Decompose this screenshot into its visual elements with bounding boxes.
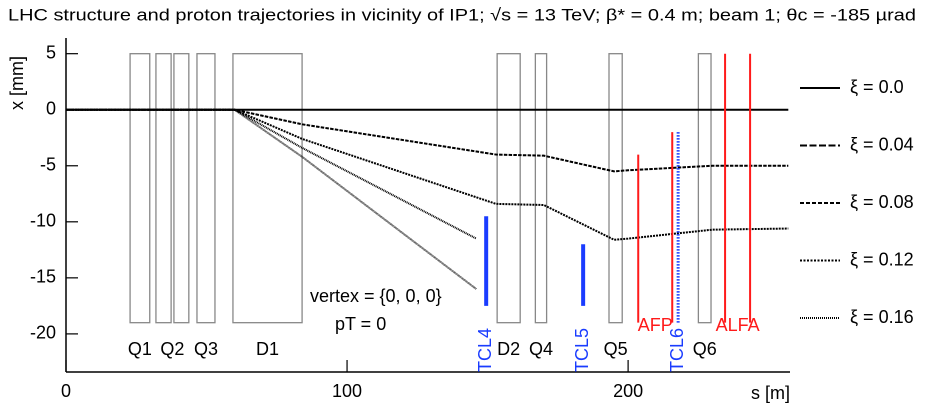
magnet: [196, 53, 216, 324]
x-axis-label: s [m]: [751, 383, 790, 403]
magnet-label: Q4: [529, 339, 553, 359]
trajectory: [66, 108, 789, 241]
legend-label: ξ = 0.12: [850, 249, 914, 269]
magnet-label: Q6: [693, 339, 717, 359]
y-tick-label: -5: [40, 155, 56, 175]
magnet-label: Q5: [604, 339, 628, 359]
legend-label: ξ = 0.0: [850, 77, 904, 97]
y-tick-label: -15: [30, 267, 56, 287]
magnet: [534, 53, 548, 324]
collimator-label: TCL5: [572, 328, 592, 372]
trajectory: [66, 108, 789, 173]
magnet-label: D1: [256, 339, 279, 359]
detector-label: AFP: [638, 315, 673, 335]
magnet: [129, 53, 151, 324]
magnet: [173, 53, 190, 324]
annotation: vertex = {0, 0, 0}: [310, 286, 442, 306]
magnet: [496, 53, 521, 324]
magnet-label: Q3: [194, 339, 218, 359]
magnet: [608, 53, 623, 324]
magnet: [697, 53, 712, 324]
y-tick-label: -10: [30, 211, 56, 231]
chart-title: LHC structure and proton trajectories in…: [8, 5, 916, 24]
legend-label: ξ = 0.04: [850, 134, 914, 154]
magnet: [155, 53, 172, 324]
magnet: [232, 53, 303, 324]
collimator-label: TCL6: [667, 328, 687, 372]
magnet-label: Q2: [160, 339, 184, 359]
x-tick-label: 0: [61, 381, 71, 401]
annotation: pT = 0: [335, 314, 386, 334]
trajectory: [66, 108, 477, 240]
y-tick-label: 5: [46, 42, 56, 62]
y-axis-label: x [mm]: [7, 56, 27, 110]
y-tick-label: 0: [46, 98, 56, 118]
trajectory: [66, 108, 477, 290]
detector-label: ALFA: [716, 315, 760, 335]
collimator-label: TCL4: [475, 328, 495, 372]
y-tick-label: -20: [30, 323, 56, 343]
legend-label: ξ = 0.08: [850, 192, 914, 212]
x-tick-label: 200: [613, 381, 643, 401]
magnet-label: D2: [497, 339, 520, 359]
x-tick-label: 100: [332, 381, 362, 401]
magnet-label: Q1: [128, 339, 152, 359]
legend-label: ξ = 0.16: [850, 307, 914, 327]
